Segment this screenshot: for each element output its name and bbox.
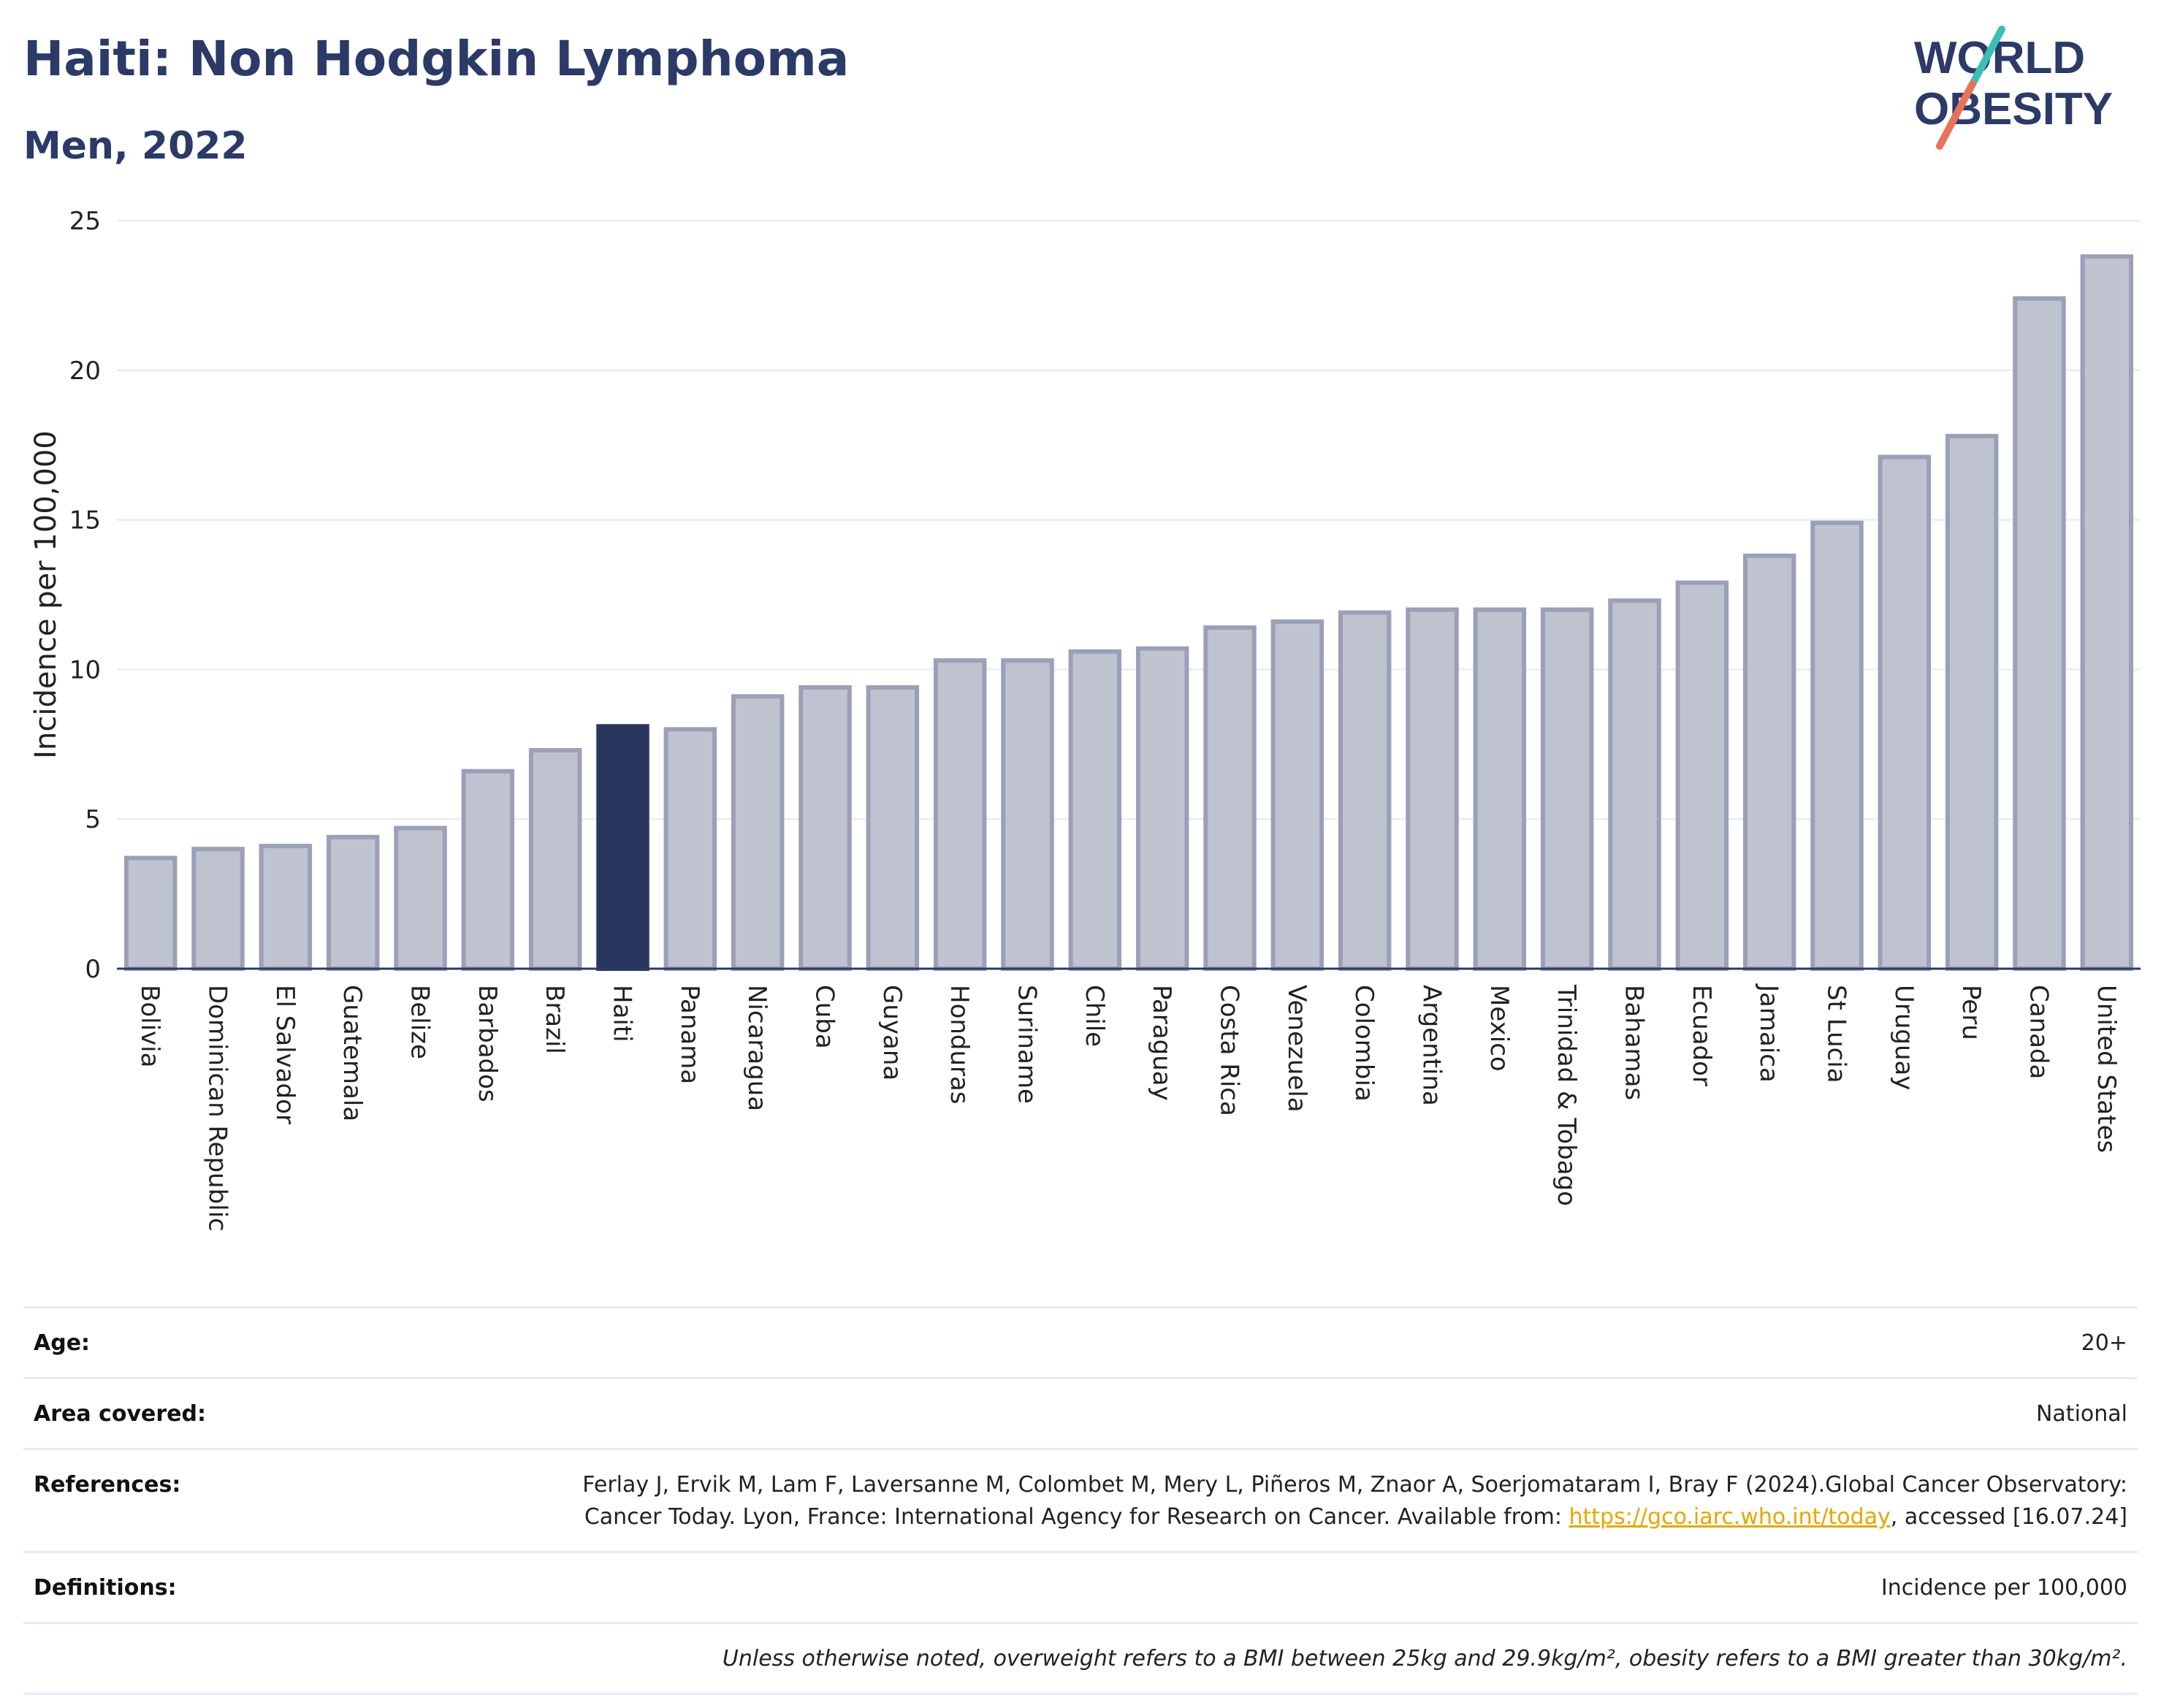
bar-haiti xyxy=(596,724,649,971)
y-tick-label: 15 xyxy=(69,506,101,535)
x-tick-labels: Bolivia Dominican Republic El Salvador Guat… xyxy=(135,983,2121,1232)
x-tick-label: Chile xyxy=(1080,985,1109,1047)
x-tick-label: Haiti xyxy=(608,985,637,1042)
bar-mexico xyxy=(1473,607,1527,971)
bar-bahamas xyxy=(1608,598,1661,972)
bar-chile xyxy=(1068,649,1122,971)
x-tick-label: Jamaica xyxy=(1754,983,1783,1083)
x-tick-label: Guyana xyxy=(877,985,907,1080)
bar-suriname xyxy=(1001,658,1054,971)
x-tick-label: Panama xyxy=(675,985,704,1084)
x-tick-label: Barbados xyxy=(473,985,502,1102)
bar-chart: 0 5 10 15 20 25 Bolivia Dominican Republic El S… xyxy=(29,207,2141,1232)
page-title: Haiti: Non Hodgkin Lymphoma xyxy=(23,31,850,87)
x-tick-label: Paraguay xyxy=(1147,985,1176,1101)
x-tick-label: St Lucia xyxy=(1822,985,1851,1083)
bar-argentina xyxy=(1406,607,1459,971)
x-tick-label: Guatemala xyxy=(338,985,367,1121)
bars xyxy=(123,254,2134,972)
bmi-note: Unless otherwise noted, overweight refer… xyxy=(722,1646,2127,1671)
references-link[interactable]: https://gco.iarc.who.int/today xyxy=(1569,1504,1891,1530)
grid-lines xyxy=(117,220,2141,820)
bar-honduras xyxy=(933,658,987,971)
bar-peru xyxy=(1945,433,1999,971)
bar-venezuela xyxy=(1270,619,1325,971)
page-subtitle: Men, 2022 xyxy=(23,124,248,168)
bar-trinidad-tobago xyxy=(1540,607,1594,971)
bar-united-states xyxy=(2080,254,2134,972)
x-tick-label: Bolivia xyxy=(135,985,164,1067)
y-tick-label: 10 xyxy=(69,655,101,685)
logo-line2: OBESITY xyxy=(1914,84,2113,134)
x-tick-label: Dominican Republic xyxy=(203,985,232,1232)
x-tick-label: Cuba xyxy=(810,985,839,1049)
bar-belize xyxy=(394,826,447,971)
x-tick-label: Argentina xyxy=(1417,985,1447,1106)
bar-ecuador xyxy=(1675,580,1729,971)
logo-line1: WORLD xyxy=(1914,33,2085,83)
x-tick-label: Costa Rica xyxy=(1215,985,1244,1116)
x-tick-label: Venezuela xyxy=(1282,985,1311,1113)
references-value: Ferlay J, Ervik M, Lam F, Laversanne M, … xyxy=(520,1469,2127,1533)
bar-barbados xyxy=(461,769,515,971)
x-tick-label: Trinidad & Tobago xyxy=(1552,984,1581,1206)
area-value: National xyxy=(2035,1401,2127,1427)
x-tick-label: Ecuador xyxy=(1687,985,1716,1086)
x-tick-label: Brazil xyxy=(540,985,569,1054)
bar-dominican-republic xyxy=(191,847,245,971)
x-tick-label: United States xyxy=(2092,985,2121,1153)
x-tick-label: Suriname xyxy=(1013,985,1042,1104)
x-tick-label: Uruguay xyxy=(1889,985,1918,1091)
y-axis-label: Incidence per 100,000 xyxy=(29,430,63,759)
logo-slash-teal xyxy=(1969,26,2005,88)
bar-brazil xyxy=(528,747,582,971)
bar-uruguay xyxy=(1878,454,1932,972)
definitions-label: Definitions: xyxy=(34,1575,177,1601)
bar-guatemala xyxy=(326,834,380,971)
references-suffix: , accessed [16.07.24] xyxy=(1890,1504,2127,1530)
area-label: Area covered: xyxy=(34,1401,206,1427)
info-row-note: Unless otherwise noted, overweight refer… xyxy=(23,1622,2138,1695)
info-row-references: References: Ferlay J, Ervik M, Lam F, La… xyxy=(23,1448,2138,1551)
x-tick-label: Peru xyxy=(1956,985,1986,1040)
bar-canada xyxy=(2013,296,2066,972)
bar-colombia xyxy=(1338,610,1392,971)
y-tick-label: 0 xyxy=(85,955,101,984)
x-tick-label: Honduras xyxy=(945,985,974,1105)
world-obesity-logo: WORLD OBESITY xyxy=(1914,26,2113,150)
y-tick-label: 5 xyxy=(85,805,101,834)
logo-slash-coral xyxy=(1936,80,1976,150)
x-tick-label: Colombia xyxy=(1349,985,1379,1102)
x-tick-label: Canada xyxy=(2024,985,2054,1079)
bar-st-lucia xyxy=(1810,520,1864,972)
y-tick-label: 25 xyxy=(69,207,101,236)
x-tick-label: Mexico xyxy=(1485,985,1514,1072)
x-tick-label: El Salvador xyxy=(270,985,300,1124)
y-tick-labels: 0 5 10 15 20 25 xyxy=(69,207,101,984)
references-text: Ferlay J, Ervik M, Lam F, Laversanne M, … xyxy=(582,1472,2127,1530)
info-row-definitions: Definitions: Incidence per 100,000 xyxy=(23,1551,2138,1622)
bar-nicaragua xyxy=(731,694,785,971)
bar-bolivia xyxy=(123,855,178,971)
x-tick-label: Bahamas xyxy=(1620,985,1649,1100)
x-tick-label: Nicaragua xyxy=(742,985,771,1111)
age-label: Age: xyxy=(34,1330,91,1356)
bar-paraguay xyxy=(1135,646,1189,972)
bar-cuba xyxy=(799,685,852,971)
bar-costa-rica xyxy=(1203,625,1257,972)
x-tick-label: Belize xyxy=(405,985,435,1059)
bar-jamaica xyxy=(1742,553,1796,971)
bar-guyana xyxy=(866,685,920,971)
info-table: Age: 20+ Area covered: National Referenc… xyxy=(23,1306,2138,1695)
age-value: 20+ xyxy=(2081,1330,2127,1356)
bar-panama xyxy=(663,727,717,971)
definitions-value: Incidence per 100,000 xyxy=(1880,1575,2127,1601)
references-label: References: xyxy=(34,1472,181,1498)
info-row-area: Area covered: National xyxy=(23,1377,2138,1448)
bar-el-salvador xyxy=(259,844,313,972)
info-row-age: Age: 20+ xyxy=(23,1306,2138,1377)
y-tick-label: 20 xyxy=(69,357,101,386)
